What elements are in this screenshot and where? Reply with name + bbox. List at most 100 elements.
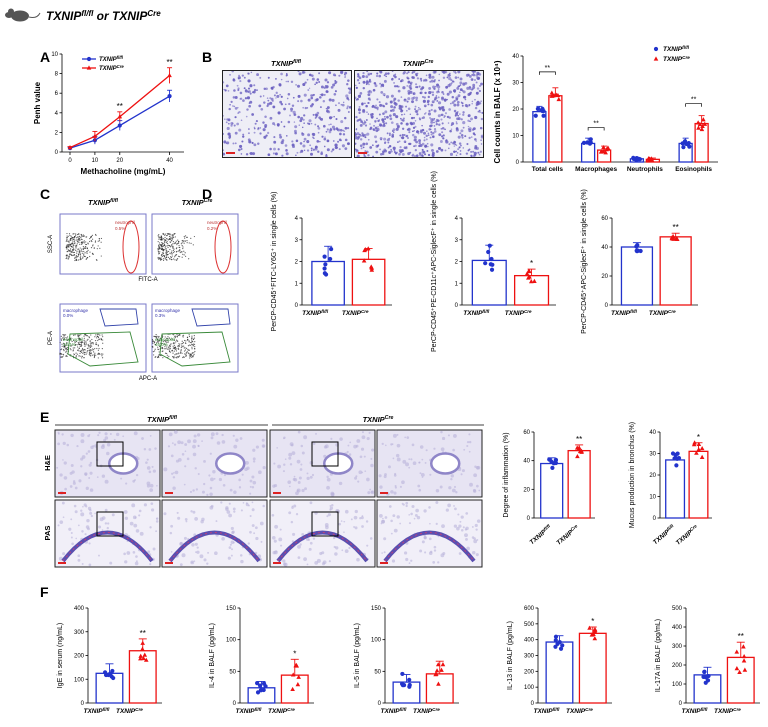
tissue-speck (428, 551, 433, 555)
data-point-cre (742, 667, 748, 672)
cell (303, 122, 305, 124)
cell (334, 143, 338, 147)
cell (243, 76, 246, 79)
event-dot (173, 346, 176, 348)
event-dot (168, 344, 171, 347)
cell (325, 107, 328, 110)
event-dot (74, 334, 76, 336)
event-dot (78, 334, 80, 336)
tissue-speck (80, 433, 85, 437)
tissue-speck (301, 451, 305, 455)
data-point-ff (558, 646, 564, 651)
event-dot (189, 355, 192, 357)
data-point-cre (699, 445, 705, 451)
tissue-speck (152, 547, 156, 551)
tissue-speck (80, 439, 85, 444)
cell (285, 135, 288, 137)
cell (226, 118, 229, 121)
event-dot (81, 357, 83, 359)
data-point-cre (601, 144, 606, 150)
y-tick-label: 50 (374, 669, 381, 675)
cell (230, 124, 233, 127)
tissue-speck (356, 439, 361, 443)
cell (280, 141, 284, 145)
tissue-speck (380, 522, 383, 525)
tissue-speck (329, 508, 332, 511)
cell (273, 94, 276, 97)
tissue-speck (115, 432, 120, 437)
tissue-speck (356, 557, 360, 562)
x-tick-label: TXNIPCre (566, 707, 593, 716)
cell (348, 106, 351, 109)
event-dot (77, 238, 80, 241)
tissue-speck (189, 490, 193, 494)
tissue-speck (86, 518, 90, 523)
cell (276, 94, 280, 98)
tissue-speck (472, 488, 476, 492)
cell (332, 83, 336, 87)
y-tick-label: 2 (55, 130, 59, 136)
tissue-speck (299, 468, 303, 471)
significance-mark: * (293, 649, 296, 658)
tissue-speck (390, 519, 393, 523)
cell (290, 80, 294, 84)
tissue-speck (149, 526, 152, 529)
cell (259, 95, 262, 98)
event-dot (81, 355, 84, 357)
event-dot (155, 356, 157, 358)
tissue-speck (326, 477, 331, 482)
tissue-speck (297, 430, 301, 434)
event-dot (161, 258, 163, 260)
event-dot (69, 243, 72, 245)
data-point-ff (489, 267, 495, 272)
cell (257, 127, 260, 129)
y-tick-label: 0 (455, 303, 459, 309)
tissue-speck (307, 538, 311, 542)
cell (253, 84, 256, 87)
event-dot (175, 251, 178, 253)
tissue-speck (441, 436, 446, 441)
event-dot (178, 355, 180, 358)
tissue-speck (393, 528, 398, 533)
event-dot (77, 248, 80, 250)
event-dot (171, 245, 173, 247)
cell (223, 152, 226, 156)
cell (302, 118, 305, 121)
tissue-speck (396, 443, 401, 448)
tissue-speck (78, 479, 82, 483)
data-point-ff (681, 145, 686, 150)
event-dot (78, 347, 80, 349)
tissue-speck (453, 485, 457, 489)
event-dot (72, 349, 75, 351)
tissue-speck (228, 513, 232, 518)
tissue-speck (99, 517, 104, 522)
event-dot (166, 253, 168, 255)
event-dot (73, 251, 75, 254)
cell (287, 92, 291, 96)
event-dot (167, 348, 169, 350)
tissue-speck (252, 460, 256, 463)
event-dot (168, 355, 170, 357)
tissue-speck (421, 540, 425, 544)
event-dot (185, 340, 187, 342)
tissue-speck (242, 501, 245, 504)
bar-cre (578, 632, 607, 704)
y-tick-label: 4 (55, 111, 59, 117)
event-dot (78, 241, 80, 243)
tissue-speck (258, 470, 262, 475)
cell (297, 94, 301, 98)
significance-mark: ** (738, 632, 744, 641)
event-dot (60, 353, 62, 355)
tissue-speck (401, 480, 405, 485)
data-point-ff (687, 144, 692, 149)
event-dot (161, 244, 163, 246)
data-point-ff (111, 675, 116, 681)
cell (252, 152, 256, 156)
event-dot (175, 240, 177, 242)
y-tick-label: 8 (55, 72, 59, 78)
event-dot (73, 241, 75, 243)
tissue-speck (293, 504, 297, 508)
tissue-speck (251, 475, 255, 479)
event-dot (168, 348, 170, 350)
tissue-speck (89, 471, 93, 475)
